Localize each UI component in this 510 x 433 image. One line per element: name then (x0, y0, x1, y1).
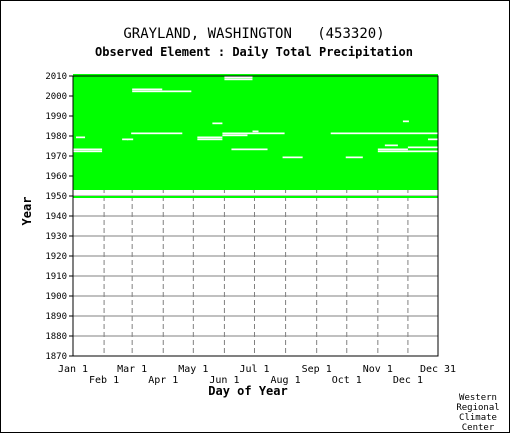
missing-data-gap (197, 138, 223, 141)
y-tick-label: 1930 (45, 232, 67, 242)
missing-data-gap (122, 138, 129, 141)
y-tick-label: 1950 (45, 192, 67, 202)
y-tick-label: 1970 (45, 152, 67, 162)
y-axis-label: Year (20, 197, 34, 226)
missing-data-gap (132, 88, 163, 91)
x-tick-label: Jul 1 (239, 364, 269, 375)
missing-data-gap (402, 120, 409, 123)
plot-area: 2010 2000 1990 1980 1970 1960 1950 1940 1930 1920… (45, 72, 456, 386)
x-tick-label: May 1 (178, 364, 208, 375)
missing-data-gap (212, 122, 223, 125)
y-tick-label: 2010 (45, 72, 67, 82)
data-coverage-band (73, 196, 438, 198)
x-tick-label: Oct 1 (332, 375, 362, 386)
missing-data-gap (131, 132, 183, 135)
missing-data-gap (231, 148, 268, 151)
missing-data-gap (377, 148, 408, 151)
credit-line-3: Climate (459, 413, 497, 423)
missing-data-gap (76, 136, 86, 139)
x-tick-label: Apr 1 (148, 375, 178, 386)
y-tick-label: 1990 (45, 112, 67, 122)
missing-data-gap (222, 132, 285, 135)
chart-title: GRAYLAND, WASHINGTON (453320) (123, 26, 384, 42)
y-tick-label: 1890 (45, 312, 67, 322)
missing-data-gap (252, 130, 259, 133)
x-tick-label: Jun 1 (209, 375, 239, 386)
x-tick-label: Feb 1 (89, 375, 119, 386)
missing-data-gap (345, 156, 363, 159)
x-tick-label: Aug 1 (271, 375, 301, 386)
missing-data-gap (127, 138, 134, 141)
missing-data-gap (224, 78, 253, 81)
y-tick-label: 1880 (45, 332, 67, 342)
missing-data-gap (222, 134, 248, 137)
credit-block: Western Regional Climate Center (456, 393, 499, 432)
y-tick-label: 1960 (45, 172, 67, 182)
y-tick-label: 1920 (45, 252, 67, 262)
missing-data-gap (73, 148, 103, 151)
missing-data-gap (427, 138, 438, 141)
x-tick-label: Mar 1 (117, 364, 147, 375)
y-tick-label: 1940 (45, 212, 67, 222)
missing-data-gap (282, 156, 303, 159)
y-tick-label: 2000 (45, 92, 67, 102)
x-axis-label: Day of Year (208, 384, 287, 398)
x-tick-label: Jan 1 (58, 364, 88, 375)
credit-line-2: Regional (456, 403, 499, 413)
missing-data-gap (224, 76, 253, 79)
x-tick-label: Dec 31 (420, 364, 456, 375)
missing-data-gap (407, 146, 438, 149)
missing-data-gap (330, 132, 438, 135)
missing-data-gap (377, 150, 438, 153)
missing-data-gap (384, 144, 398, 147)
x-tick-label: Nov 1 (363, 364, 393, 375)
missing-data-gap (132, 90, 192, 93)
missing-data-gap (73, 150, 103, 153)
y-tick-label: 1900 (45, 292, 67, 302)
missing-data-gap (197, 136, 223, 139)
y-tick-label: 1910 (45, 272, 67, 282)
credit-line-4: Center (462, 423, 495, 432)
y-tick-label: 1980 (45, 132, 67, 142)
chart-subtitle: Observed Element : Daily Total Precipita… (95, 45, 413, 59)
y-tick-label: 1870 (45, 352, 67, 362)
credit-line-1: Western (459, 393, 497, 403)
x-tick-label: Dec 1 (393, 375, 423, 386)
x-tick-label: Sep 1 (302, 364, 332, 375)
